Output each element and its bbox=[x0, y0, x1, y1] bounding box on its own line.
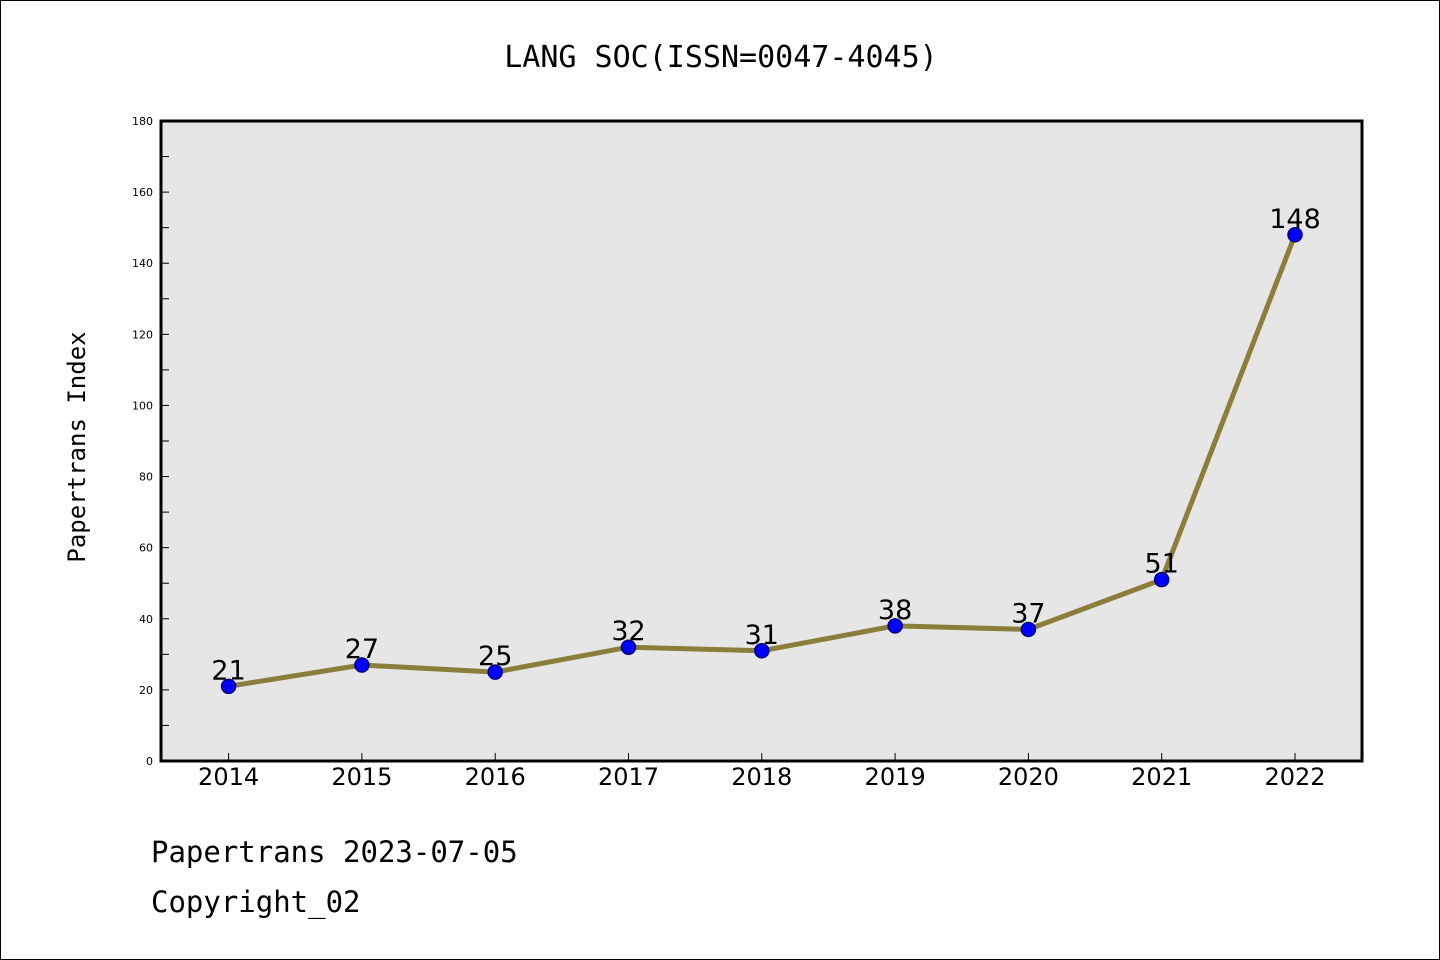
footer-copyright: Copyright_02 bbox=[151, 885, 361, 919]
data-label: 148 bbox=[1269, 204, 1321, 235]
y-tick-label: 180 bbox=[132, 115, 153, 128]
data-label: 31 bbox=[745, 620, 779, 651]
data-points bbox=[220, 227, 1303, 695]
x-tick-label: 2018 bbox=[731, 763, 792, 791]
y-tick-label: 140 bbox=[132, 257, 153, 270]
data-label: 27 bbox=[345, 634, 379, 665]
data-labels: 21 27 25 32 31 38 37 51 148 bbox=[211, 204, 1320, 687]
footer-date: Papertrans 2023-07-05 bbox=[151, 835, 518, 869]
x-tick-label: 2017 bbox=[598, 763, 659, 791]
x-tick-label: 2016 bbox=[465, 763, 526, 791]
data-point bbox=[1153, 571, 1170, 588]
data-point bbox=[887, 618, 903, 634]
y-tick-label: 0 bbox=[146, 755, 153, 768]
y-axis-label: Papertrans Index bbox=[63, 331, 91, 562]
data-point bbox=[487, 664, 503, 680]
x-axis: 2014 2015 2016 2017 2018 2019 2020 2021 2022 bbox=[198, 753, 1326, 791]
y-tick-label: 20 bbox=[139, 684, 153, 697]
plot-border bbox=[159, 119, 1364, 763]
data-label: 51 bbox=[1145, 549, 1179, 580]
data-label: 32 bbox=[611, 616, 645, 647]
x-tick-label: 2015 bbox=[331, 763, 392, 791]
x-tick-label: 2022 bbox=[1264, 763, 1325, 791]
data-point bbox=[220, 678, 237, 695]
data-label: 37 bbox=[1011, 598, 1045, 629]
x-tick-label: 2014 bbox=[198, 763, 259, 791]
x-tick-label: 2020 bbox=[998, 763, 1059, 791]
data-label: 25 bbox=[478, 641, 512, 672]
plot-area bbox=[161, 121, 1362, 761]
x-tick-label: 2021 bbox=[1131, 763, 1192, 791]
data-label: 38 bbox=[878, 595, 912, 626]
y-tick-label: 60 bbox=[139, 542, 153, 555]
chart-title: LANG SOC(ISSN=0047-4045) bbox=[504, 40, 937, 75]
x-tick-label: 2019 bbox=[865, 763, 926, 791]
y-tick-label: 160 bbox=[132, 186, 153, 199]
data-point bbox=[354, 657, 370, 673]
data-point bbox=[1287, 227, 1303, 243]
data-point bbox=[620, 639, 637, 655]
y-tick-label: 80 bbox=[139, 471, 153, 484]
y-tick-label: 100 bbox=[132, 399, 153, 412]
y-tick-label: 40 bbox=[139, 613, 153, 626]
data-label: 21 bbox=[211, 655, 245, 686]
data-point bbox=[754, 643, 770, 659]
data-point bbox=[1020, 621, 1037, 638]
y-tick-label: 120 bbox=[132, 328, 153, 341]
